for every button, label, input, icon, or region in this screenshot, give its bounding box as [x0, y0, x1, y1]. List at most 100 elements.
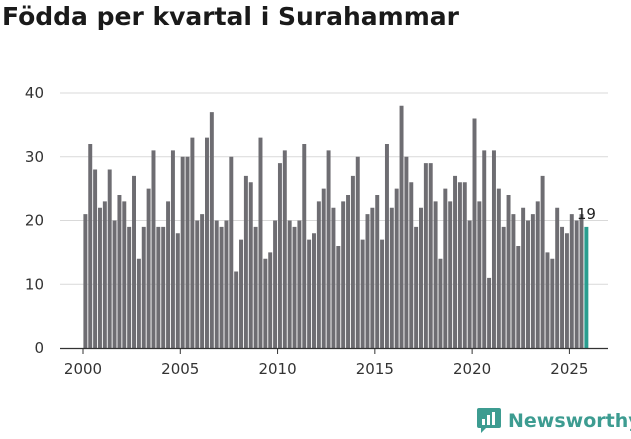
bar-2019-q1[interactable]: [453, 175, 458, 349]
bar-2013-q2[interactable]: [341, 201, 346, 349]
bar-2018-q4[interactable]: [448, 201, 453, 349]
bar-2004-q3[interactable]: [170, 150, 175, 349]
bar-2007-q2[interactable]: [224, 220, 229, 349]
bar-2009-q3[interactable]: [268, 252, 273, 349]
bar-2012-q4[interactable]: [331, 207, 336, 348]
bar-2000-q1[interactable]: [83, 214, 88, 349]
bar-2024-q3[interactable]: [560, 226, 565, 349]
bar-2019-q2[interactable]: [457, 182, 462, 348]
bar-2001-q4[interactable]: [117, 195, 122, 348]
bar-2000-q4[interactable]: [97, 207, 102, 348]
bar-2001-q2[interactable]: [107, 169, 112, 349]
bar-2016-q3[interactable]: [404, 156, 409, 348]
bar-2004-q2[interactable]: [166, 201, 171, 349]
bar-2001-q1[interactable]: [102, 201, 107, 349]
bar-2008-q3[interactable]: [248, 182, 253, 348]
bar-2012-q3[interactable]: [326, 150, 331, 349]
bar-2005-q3[interactable]: [190, 137, 195, 349]
bar-2015-q4[interactable]: [389, 207, 394, 348]
bar-2014-q4[interactable]: [370, 207, 375, 348]
bar-2010-q3[interactable]: [287, 220, 292, 349]
bar-2023-q3[interactable]: [540, 175, 545, 349]
bar-2005-q2[interactable]: [185, 156, 190, 348]
bar-2009-q4[interactable]: [273, 220, 278, 349]
bar-2016-q1[interactable]: [394, 188, 399, 349]
bar-2025-q2[interactable]: [574, 220, 579, 349]
bar-2020-q1[interactable]: [472, 118, 477, 349]
bar-2002-q2[interactable]: [127, 226, 132, 349]
bar-2017-q4[interactable]: [428, 163, 433, 349]
bar-2018-q2[interactable]: [438, 258, 443, 348]
bar-2006-q4[interactable]: [214, 220, 219, 349]
bar-2000-q3[interactable]: [93, 169, 98, 349]
bar-2018-q1[interactable]: [433, 201, 438, 349]
bar-2015-q2[interactable]: [380, 239, 385, 349]
bar-2019-q4[interactable]: [467, 220, 472, 349]
bar-2012-q2[interactable]: [321, 188, 326, 349]
bar-2021-q2[interactable]: [496, 188, 501, 349]
bar-2003-q3[interactable]: [151, 150, 156, 349]
bar-2008-q4[interactable]: [253, 226, 258, 349]
bar-2003-q1[interactable]: [141, 226, 146, 349]
bar-2025-q1[interactable]: [569, 214, 574, 349]
bar-2015-q1[interactable]: [375, 195, 380, 348]
bar-2011-q4[interactable]: [312, 233, 316, 348]
bar-2017-q2[interactable]: [419, 207, 423, 348]
bar-2017-q3[interactable]: [423, 163, 428, 349]
bar-2025-q4[interactable]: [584, 226, 589, 349]
bar-2023-q2[interactable]: [535, 201, 540, 349]
bar-2016-q4[interactable]: [409, 182, 414, 348]
bar-2000-q2[interactable]: [88, 144, 93, 348]
bar-2010-q4[interactable]: [292, 226, 297, 349]
bar-2006-q1[interactable]: [200, 214, 205, 349]
bar-2022-q1[interactable]: [511, 214, 516, 349]
bar-2013-q1[interactable]: [336, 246, 341, 348]
bar-2022-q3[interactable]: [521, 207, 526, 348]
bar-2019-q3[interactable]: [462, 182, 467, 348]
bar-2020-q3[interactable]: [482, 150, 487, 349]
bar-2006-q3[interactable]: [209, 112, 214, 349]
bar-2010-q2[interactable]: [282, 150, 287, 349]
bar-2003-q4[interactable]: [156, 226, 161, 349]
bar-2011-q3[interactable]: [307, 239, 312, 349]
bar-2007-q1[interactable]: [219, 226, 224, 349]
bar-2008-q1[interactable]: [239, 239, 244, 349]
bar-2012-q1[interactable]: [316, 201, 321, 349]
bar-2020-q4[interactable]: [487, 277, 492, 349]
bar-2002-q1[interactable]: [122, 201, 127, 349]
bar-2007-q4[interactable]: [234, 271, 239, 349]
bar-2006-q2[interactable]: [205, 137, 209, 349]
bar-2010-q1[interactable]: [277, 163, 282, 349]
bar-2015-q3[interactable]: [384, 144, 389, 348]
bar-2018-q3[interactable]: [443, 188, 448, 349]
bar-2009-q1[interactable]: [258, 137, 263, 349]
bar-2004-q1[interactable]: [161, 226, 166, 349]
bar-2022-q4[interactable]: [526, 220, 530, 349]
bar-2024-q2[interactable]: [555, 207, 560, 348]
bar-2009-q2[interactable]: [263, 258, 268, 348]
bar-2020-q2[interactable]: [477, 201, 482, 349]
bar-2023-q1[interactable]: [530, 214, 535, 349]
bar-2023-q4[interactable]: [545, 252, 550, 349]
bar-2002-q4[interactable]: [136, 258, 141, 348]
bar-2014-q1[interactable]: [355, 156, 360, 348]
bar-2024-q1[interactable]: [550, 258, 555, 348]
bar-2016-q2[interactable]: [399, 105, 404, 348]
bar-2021-q3[interactable]: [501, 226, 506, 349]
bar-2013-q3[interactable]: [346, 195, 351, 348]
bar-2011-q2[interactable]: [302, 144, 307, 348]
bar-2014-q3[interactable]: [365, 214, 370, 349]
bar-2022-q2[interactable]: [516, 246, 521, 348]
bar-2024-q4[interactable]: [564, 233, 569, 348]
bar-2017-q1[interactable]: [414, 226, 419, 349]
bar-2001-q3[interactable]: [112, 220, 117, 349]
bar-2013-q4[interactable]: [350, 175, 355, 349]
newsworthy-logo[interactable]: Newsworthy: [476, 407, 631, 435]
bar-2021-q4[interactable]: [506, 195, 511, 348]
bar-2004-q4[interactable]: [175, 233, 180, 348]
bar-2008-q2[interactable]: [243, 175, 248, 349]
bar-2014-q2[interactable]: [360, 239, 365, 349]
bar-2005-q4[interactable]: [195, 220, 200, 349]
bar-2003-q2[interactable]: [146, 188, 151, 349]
bar-2005-q1[interactable]: [180, 156, 185, 348]
